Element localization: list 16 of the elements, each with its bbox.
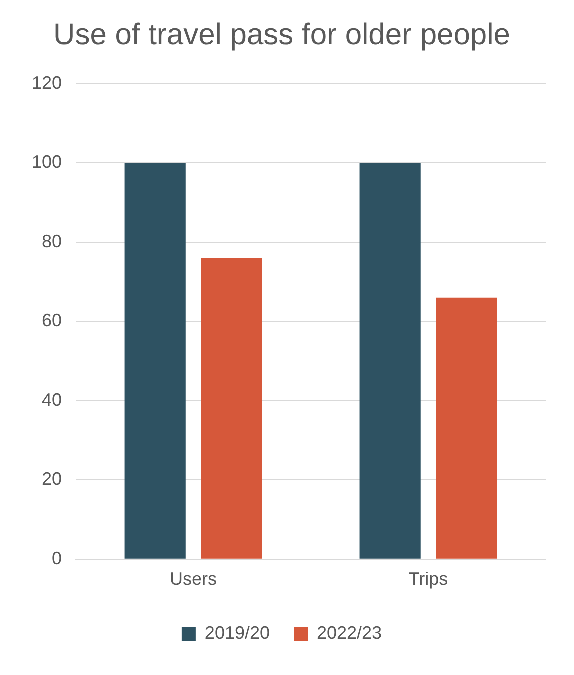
legend-label: 2019/20 xyxy=(204,622,270,643)
legend-label: 2022/23 xyxy=(317,622,382,643)
x-tick-label: Trips xyxy=(408,569,448,590)
bar xyxy=(124,163,186,559)
y-tick-label: 0 xyxy=(52,548,62,568)
y-tick-label: 120 xyxy=(32,72,62,93)
y-tick-label: 60 xyxy=(42,310,62,331)
y-tick-label: 80 xyxy=(42,231,62,252)
y-tick-label: 20 xyxy=(42,469,62,490)
y-tick-label: 40 xyxy=(42,390,62,410)
y-tick-label: 100 xyxy=(32,152,62,172)
bar xyxy=(201,258,262,559)
bar xyxy=(360,163,421,559)
bar xyxy=(436,298,498,559)
chart-title: Use of travel pass for older people xyxy=(54,18,510,52)
x-tick-label: Users xyxy=(170,569,218,590)
